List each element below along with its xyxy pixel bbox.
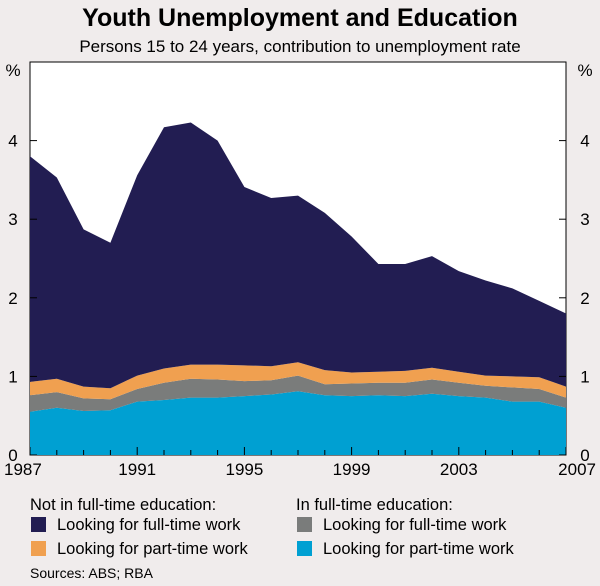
axis-ticks — [29, 140, 567, 456]
legend-heading-not-in-education: Not in full-time education: — [30, 496, 216, 514]
y-tick-label-left: 1 — [8, 367, 17, 386]
y-tick-label-right: 4 — [580, 132, 589, 151]
y-unit-right: % — [577, 61, 592, 80]
y-tick-label-right: 2 — [580, 289, 589, 308]
y-unit-left: % — [5, 61, 20, 80]
legend-swatch-not-ft — [31, 517, 46, 532]
legend-label-in-ft: Looking for full-time work — [323, 516, 507, 534]
area-in-education-part-time — [30, 391, 566, 455]
area-series-group — [30, 122, 566, 455]
y-tick-label-left: 3 — [8, 210, 17, 229]
chart-title: Youth Unemployment and Education — [82, 4, 518, 32]
chart-subtitle: Persons 15 to 24 years, contribution to … — [79, 37, 520, 56]
y-tick-label-left: 2 — [8, 289, 17, 308]
y-tick-label-right: 0 — [580, 446, 589, 465]
source-note: Sources: ABS; RBA — [30, 565, 154, 581]
x-tick-label: 2007 — [558, 460, 596, 479]
x-tick-label: 1999 — [333, 460, 371, 479]
legend: Not in full-time education: Looking for … — [30, 496, 514, 558]
legend-label-in-pt: Looking for part-time work — [323, 540, 514, 558]
y-tick-label-right: 3 — [580, 210, 589, 229]
area-not-in-education-part-time — [30, 362, 566, 400]
y-tick-label-right: 1 — [580, 367, 589, 386]
tick-labels: 0 0 1 1 2 2 3 3 4 4 1987 1991 1995 1999 2003 2007 — [4, 132, 596, 479]
legend-swatch-not-pt — [31, 541, 46, 556]
x-tick-label: 1991 — [118, 460, 156, 479]
legend-swatch-in-pt — [297, 541, 312, 556]
x-tick-label: 1995 — [225, 460, 263, 479]
legend-heading-in-education: In full-time education: — [296, 496, 453, 514]
x-tick-label: 1987 — [4, 460, 42, 479]
legend-swatch-in-ft — [297, 517, 312, 532]
x-tick-label: 2003 — [440, 460, 478, 479]
y-tick-label-left: 0 — [8, 446, 17, 465]
y-tick-label-left: 4 — [8, 132, 17, 151]
area-in-education-full-time — [30, 375, 566, 412]
legend-label-not-ft: Looking for full-time work — [57, 516, 241, 534]
legend-label-not-pt: Looking for part-time work — [57, 540, 248, 558]
area-not-in-education-full-time — [30, 122, 566, 389]
